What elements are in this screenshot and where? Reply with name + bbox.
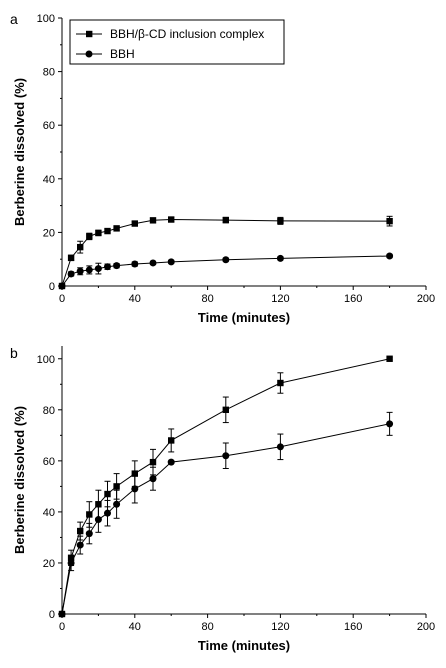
data-point-square — [386, 355, 393, 362]
data-point-circle — [386, 420, 394, 428]
y-tick-label: 0 — [49, 609, 55, 621]
data-point-square — [86, 233, 93, 240]
x-axis-title: Time (minutes) — [198, 638, 290, 653]
data-point-square — [149, 217, 157, 224]
data-point-circle — [131, 485, 139, 493]
data-point-square — [67, 254, 75, 262]
y-tick-label: 20 — [43, 227, 55, 239]
y-tick-label: 0 — [49, 281, 55, 293]
data-point-circle — [167, 458, 175, 466]
data-point-square — [222, 406, 229, 414]
x-tick-label: 160 — [344, 621, 362, 633]
data-point-square — [95, 229, 102, 237]
data-point-square — [168, 437, 175, 444]
data-point-circle — [76, 267, 84, 275]
data-point-circle — [85, 530, 93, 538]
data-point-circle — [386, 252, 394, 260]
x-tick-label: 80 — [201, 293, 213, 305]
data-point-square — [104, 490, 111, 498]
data-point-circle — [149, 259, 157, 267]
data-point-square — [149, 458, 157, 466]
legend-box — [69, 19, 285, 65]
data-point-circle — [149, 475, 157, 483]
data-point-circle — [167, 258, 175, 266]
x-tick-label: 40 — [129, 621, 141, 633]
data-point-square — [168, 216, 175, 223]
y-axis-title: Berberine dissolved (%) — [12, 78, 27, 226]
y-tick-label: 20 — [43, 558, 55, 570]
data-point-circle — [104, 509, 111, 517]
data-point-circle — [104, 263, 111, 271]
y-tick-label: 100 — [37, 13, 55, 25]
x-tick-label: 80 — [201, 621, 213, 633]
data-point-circle — [276, 443, 284, 451]
x-tick-label: 200 — [417, 293, 435, 305]
data-point-square — [86, 511, 93, 518]
y-tick-label: 40 — [43, 507, 55, 519]
y-tick-label: 100 — [37, 354, 55, 366]
x-tick-label: 0 — [59, 621, 65, 633]
legend-marker-circle — [85, 50, 93, 58]
data-point-circle — [276, 254, 284, 262]
x-tick-label: 40 — [129, 293, 141, 305]
data-point-square — [277, 217, 284, 225]
x-tick-label: 120 — [271, 621, 289, 633]
panel-label: a — [10, 11, 18, 27]
data-point-square — [131, 470, 138, 477]
data-point-square — [277, 379, 284, 387]
data-point-circle — [67, 559, 75, 567]
data-point-square — [104, 227, 111, 235]
data-point-circle — [85, 266, 93, 274]
y-tick-label: 40 — [43, 174, 55, 186]
panel-a-chart: 0 40 80 120 160 200 0 20 40 60 80 100 Time (minutes)… — [10, 11, 435, 325]
data-point-square — [222, 216, 229, 224]
y-tick-label: 60 — [43, 120, 55, 132]
data-point-square — [77, 243, 84, 251]
x-tick-label: 200 — [417, 621, 435, 633]
data-point-circle — [94, 516, 102, 524]
data-point-square — [386, 217, 393, 225]
data-point-circle — [58, 610, 66, 618]
panel-b-chart: 0 40 80 120 160 200 0 20 40 60 80 100 Time (minutes)… — [10, 345, 435, 653]
data-point-circle — [113, 262, 121, 270]
data-point-circle — [222, 452, 230, 460]
x-tick-label: 120 — [271, 293, 289, 305]
x-tick-label: 0 — [59, 293, 65, 305]
legend-label: BBH — [110, 47, 135, 61]
series-line-complex — [61, 218, 390, 287]
legend-marker-square — [86, 30, 93, 38]
data-point-square — [113, 483, 120, 490]
data-point-circle — [113, 500, 121, 508]
data-point-circle — [58, 282, 66, 290]
data-point-square — [77, 527, 84, 535]
data-point-square — [95, 501, 102, 508]
data-point-circle — [67, 270, 75, 278]
panel-label: b — [10, 345, 18, 361]
data-point-circle — [222, 256, 230, 264]
legend-label: BBH/β-CD inclusion complex — [110, 27, 264, 41]
y-axis-title: Berberine dissolved (%) — [12, 406, 27, 554]
y-tick-label: 60 — [43, 456, 55, 468]
x-tick-label: 160 — [344, 293, 362, 305]
x-axis-title: Time (minutes) — [198, 310, 290, 325]
data-point-circle — [131, 260, 139, 268]
y-tick-label: 80 — [43, 67, 55, 79]
data-point-circle — [76, 541, 84, 549]
data-point-circle — [94, 265, 102, 273]
data-point-square — [131, 220, 138, 227]
y-tick-label: 80 — [43, 405, 55, 417]
data-point-square — [113, 225, 120, 232]
